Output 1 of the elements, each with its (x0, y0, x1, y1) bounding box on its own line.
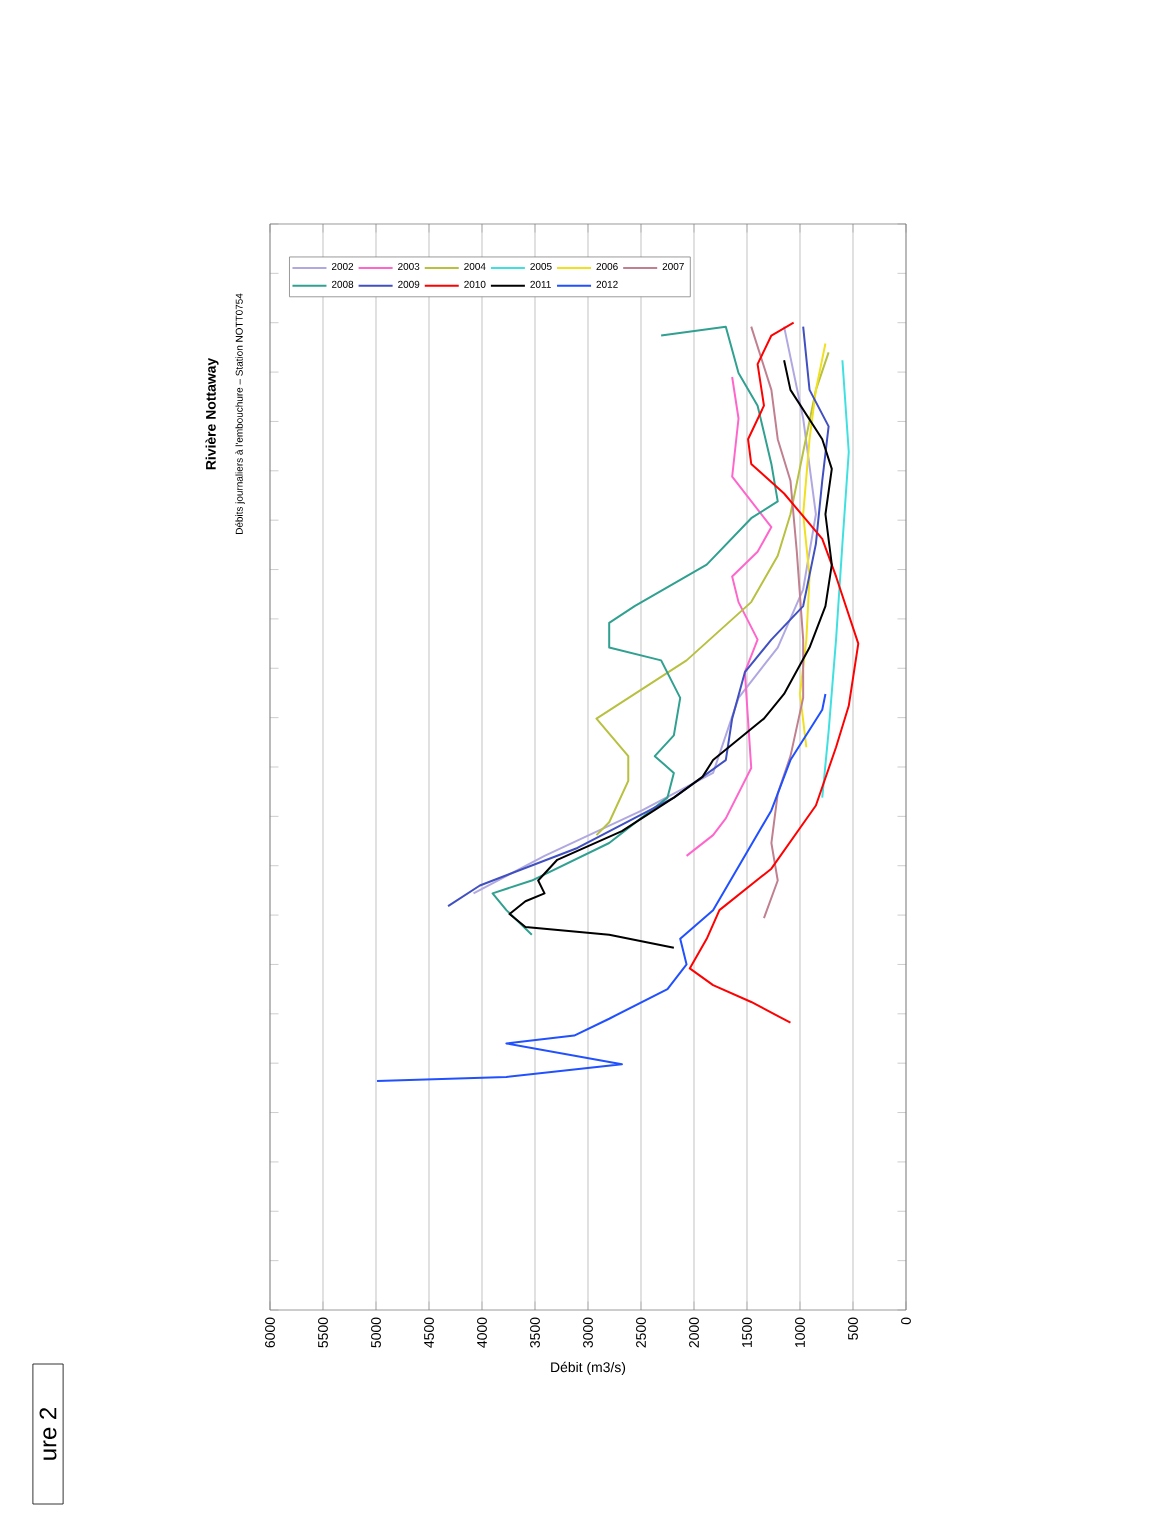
text: ure 2 (39, 1407, 57, 1460)
